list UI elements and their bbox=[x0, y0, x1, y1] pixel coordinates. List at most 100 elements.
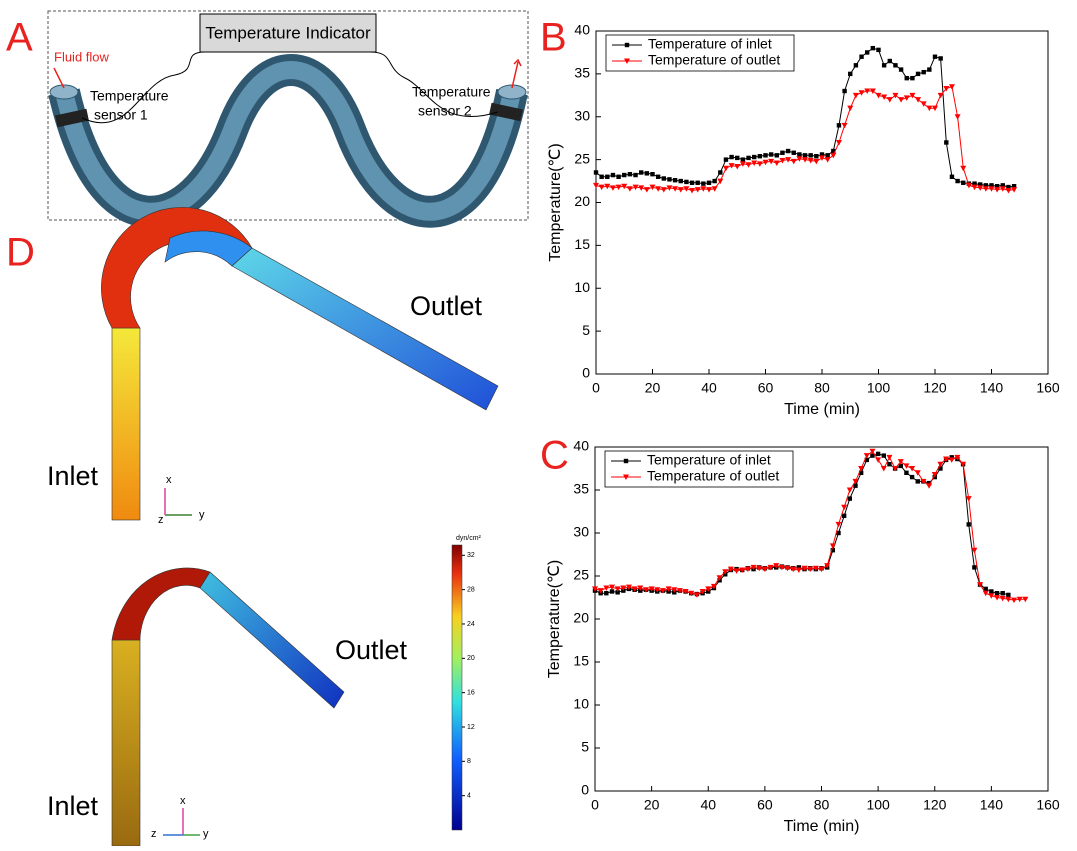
marker bbox=[989, 183, 994, 188]
marker bbox=[672, 178, 678, 183]
marker bbox=[903, 95, 910, 101]
y-tick-label: 40 bbox=[574, 22, 590, 38]
flow-label: Fluid flow bbox=[54, 49, 110, 64]
marker bbox=[751, 160, 758, 167]
marker bbox=[689, 180, 695, 185]
axis-label: z bbox=[151, 828, 157, 840]
marker bbox=[977, 185, 984, 191]
x-tick-label: 100 bbox=[866, 797, 890, 813]
y-tick-label: 40 bbox=[573, 438, 589, 454]
marker bbox=[716, 575, 723, 581]
marker bbox=[723, 157, 729, 162]
marker bbox=[999, 186, 1006, 192]
marker bbox=[848, 71, 853, 77]
x-tick-label: 40 bbox=[701, 380, 717, 396]
colorbar-tick-label: 20 bbox=[467, 655, 475, 662]
marker bbox=[982, 186, 989, 192]
marker bbox=[903, 463, 910, 469]
marker bbox=[881, 453, 886, 458]
marker bbox=[655, 174, 661, 179]
marker bbox=[965, 182, 972, 189]
panel-label: A bbox=[6, 16, 33, 60]
marker bbox=[875, 457, 882, 463]
marker bbox=[650, 172, 655, 177]
colorbar-unit: dyn/cm² bbox=[456, 535, 482, 542]
x-tick-label: 120 bbox=[923, 380, 947, 396]
marker bbox=[927, 67, 932, 72]
marker bbox=[624, 42, 630, 48]
marker bbox=[841, 122, 848, 129]
marker bbox=[825, 153, 830, 158]
y-tick-label: 25 bbox=[573, 567, 589, 583]
marker bbox=[733, 568, 740, 574]
y-tick-label: 10 bbox=[574, 279, 590, 295]
marker bbox=[796, 565, 802, 570]
marker bbox=[655, 186, 662, 192]
sensor-band bbox=[55, 108, 89, 128]
marker bbox=[830, 548, 836, 553]
sensor-label: Temperature bbox=[412, 84, 491, 100]
marker bbox=[797, 152, 802, 157]
marker bbox=[693, 592, 700, 598]
y-tick-label: 30 bbox=[573, 524, 589, 540]
legend-box bbox=[605, 34, 795, 72]
marker bbox=[642, 587, 649, 593]
marker bbox=[661, 176, 666, 181]
marker bbox=[853, 63, 859, 68]
y-tick-label: 15 bbox=[574, 236, 590, 252]
marker bbox=[615, 590, 620, 595]
marker bbox=[892, 92, 899, 99]
marker bbox=[898, 97, 905, 103]
marker bbox=[812, 565, 819, 572]
legend-box bbox=[604, 450, 794, 488]
outlet-label: Outlet bbox=[410, 291, 483, 321]
marker bbox=[999, 595, 1006, 602]
marker bbox=[682, 588, 689, 595]
sensor-label: sensor 1 bbox=[94, 107, 148, 123]
y-tick-label: 5 bbox=[581, 739, 589, 755]
x-tick-label: 40 bbox=[700, 797, 716, 813]
plot-frame bbox=[594, 446, 1049, 792]
marker bbox=[625, 584, 632, 591]
marker bbox=[604, 591, 609, 596]
marker bbox=[807, 157, 814, 164]
marker bbox=[938, 56, 943, 61]
marker bbox=[836, 530, 841, 536]
marker bbox=[694, 187, 701, 193]
marker bbox=[609, 185, 616, 191]
y-tick-label: 25 bbox=[574, 150, 590, 166]
arrow bbox=[511, 58, 522, 89]
marker bbox=[1006, 184, 1011, 190]
x-tick-label: 60 bbox=[758, 380, 774, 396]
inlet-label: Inlet bbox=[47, 791, 99, 821]
marker bbox=[982, 590, 989, 597]
marker bbox=[814, 153, 819, 159]
marker bbox=[819, 155, 825, 161]
indicator-box bbox=[199, 13, 377, 53]
marker bbox=[869, 88, 876, 95]
axis-label: y bbox=[203, 828, 209, 840]
marker bbox=[994, 595, 1001, 601]
marker bbox=[881, 94, 888, 101]
x-tick-label: 80 bbox=[814, 380, 830, 396]
y-tick-label: 35 bbox=[574, 65, 590, 81]
marker bbox=[876, 47, 881, 53]
marker bbox=[592, 586, 598, 592]
marker bbox=[830, 152, 837, 159]
marker bbox=[593, 182, 599, 189]
marker bbox=[633, 172, 638, 178]
marker bbox=[994, 591, 1000, 596]
marker bbox=[644, 171, 650, 176]
marker bbox=[915, 71, 921, 77]
marker bbox=[829, 543, 836, 549]
marker bbox=[915, 479, 920, 484]
panel-label: B bbox=[540, 16, 567, 60]
marker bbox=[1016, 596, 1023, 603]
marker bbox=[722, 569, 729, 575]
marker bbox=[859, 54, 864, 59]
pipe-outlet bbox=[231, 247, 499, 411]
marker bbox=[808, 153, 813, 158]
marker bbox=[615, 184, 622, 191]
marker bbox=[683, 186, 690, 192]
marker bbox=[880, 466, 887, 472]
